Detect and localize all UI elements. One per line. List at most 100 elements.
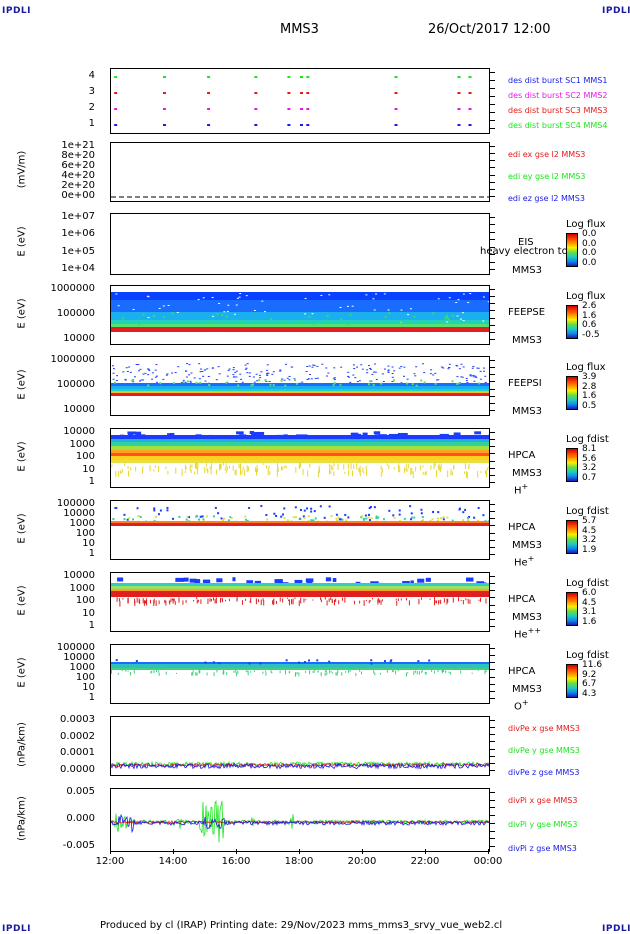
feepsi-speck bbox=[228, 368, 231, 370]
hpca-hepp-speck bbox=[254, 580, 262, 585]
feepsi-speck bbox=[113, 381, 116, 384]
hpca_o-ytick-label: 10 bbox=[82, 682, 95, 693]
hpca-o-speck bbox=[442, 669, 444, 674]
hpca-h-speck bbox=[257, 468, 259, 472]
feepse-speck bbox=[420, 319, 423, 322]
feepse-speck bbox=[138, 323, 141, 326]
hpca-h-speck bbox=[298, 462, 300, 470]
hpca-he-speck bbox=[186, 515, 189, 518]
feepsi-speck bbox=[469, 374, 472, 376]
hpca-h-speck bbox=[480, 470, 482, 474]
feepsi-ytick-label: 1000000 bbox=[50, 354, 95, 365]
eis-ytick-label: 1e+05 bbox=[61, 245, 95, 257]
eis-cbar-tick: 0.0 bbox=[582, 257, 597, 268]
hpca-h-band bbox=[111, 442, 489, 446]
hpca-hepp-speck bbox=[127, 597, 129, 604]
feepsi-right-tick bbox=[489, 381, 495, 383]
hpca-he-speck bbox=[260, 505, 263, 508]
hpca-he-speck bbox=[436, 517, 439, 520]
hpca-h-speck bbox=[453, 464, 455, 470]
feepsi-speck bbox=[478, 382, 481, 385]
feepsi-speck bbox=[185, 370, 188, 372]
hpca-he-speck bbox=[392, 514, 395, 517]
hpca-o-speck bbox=[485, 669, 487, 673]
hpca-h-speck bbox=[299, 462, 301, 468]
corner-label-br: IPDLI bbox=[602, 924, 630, 934]
hpca-h-speck bbox=[337, 463, 339, 470]
feepsi-speck bbox=[165, 374, 168, 376]
feepsi-speck bbox=[269, 383, 272, 386]
hpca-h-band bbox=[111, 453, 489, 457]
hpca-h-speck bbox=[412, 471, 414, 478]
hpca_h-right-tick bbox=[489, 446, 495, 448]
hpca-hepp-speck bbox=[330, 597, 332, 601]
feepsi-speck bbox=[226, 375, 229, 377]
hpca-hepp-speck bbox=[213, 597, 215, 601]
divpi-ytick-label: 0.005 bbox=[66, 786, 95, 797]
hpca-he-speck bbox=[431, 518, 434, 521]
hpca-h-speck bbox=[484, 470, 486, 474]
feepsi-speck bbox=[326, 375, 329, 377]
feepsi-speck bbox=[124, 378, 127, 380]
hpca-h-speck bbox=[195, 434, 202, 438]
hpca-hepp-speck bbox=[344, 597, 346, 603]
hpca-hepp-speck bbox=[183, 577, 189, 582]
feepsi-speck bbox=[241, 381, 244, 383]
hpca-hepp-speck bbox=[263, 600, 265, 606]
feepse-speck bbox=[482, 320, 485, 322]
hpca-h-speck bbox=[298, 466, 300, 469]
x-tick-mark bbox=[236, 849, 237, 854]
burst-marker bbox=[287, 108, 291, 110]
feepse-speck bbox=[437, 298, 440, 300]
feepse-speck bbox=[467, 302, 470, 304]
eis-right-tick bbox=[489, 261, 495, 263]
hpca-o-speck bbox=[115, 659, 118, 662]
hpca-o-speck bbox=[198, 670, 200, 674]
hpca-hepp-speck bbox=[458, 597, 460, 602]
feepse-speck bbox=[436, 321, 439, 324]
feepsi-speck bbox=[268, 381, 271, 383]
hpca-hepp-speck bbox=[320, 599, 322, 603]
feepsi-speck bbox=[360, 364, 363, 366]
feepse-speck bbox=[375, 293, 378, 295]
hpca_he-instrument-label: HPCA bbox=[508, 522, 536, 533]
hpca-he-speck bbox=[337, 516, 340, 519]
divpe-ytick-label: 0.0003 bbox=[60, 714, 95, 725]
hpca-hepp-speck bbox=[224, 599, 226, 602]
species-charge: + bbox=[527, 554, 535, 563]
hpca-h-speck bbox=[439, 433, 449, 437]
corner-label-bl: IPDLI bbox=[2, 924, 31, 934]
feepsi-right-tick bbox=[489, 395, 495, 397]
hpca-hepp-speck bbox=[221, 598, 223, 603]
hpca_he-right-tick bbox=[489, 539, 495, 541]
hpca-he-speck bbox=[335, 519, 338, 522]
hpca-he-speck bbox=[223, 517, 226, 520]
feepsi-speck bbox=[422, 363, 425, 365]
hpca-h-speck bbox=[225, 463, 227, 469]
feepse-right-tick bbox=[489, 331, 495, 333]
hpca-he-speck bbox=[360, 516, 363, 519]
hpca-h-band bbox=[111, 439, 489, 443]
feepsi-speck bbox=[301, 381, 304, 383]
feepsi-speck bbox=[471, 367, 474, 369]
feepse-speck bbox=[446, 316, 449, 319]
feepse-speck bbox=[339, 306, 342, 308]
hpca-hepp-speck bbox=[341, 597, 343, 601]
hpca-o-speck bbox=[151, 670, 153, 673]
burst-legend-item: des dist burst SC4 MMS4 bbox=[508, 121, 608, 130]
hpca-h-speck bbox=[466, 471, 468, 479]
hpca-he-speck bbox=[341, 518, 344, 521]
hpca-hepp-speck bbox=[325, 577, 332, 582]
hpca-hepp-band bbox=[111, 591, 489, 597]
hpca-hepp-speck bbox=[216, 578, 223, 583]
hpca-h-speck bbox=[343, 464, 345, 470]
feepsi-speck bbox=[456, 376, 459, 378]
feepsi-speck bbox=[181, 382, 184, 384]
hpca-o-speck bbox=[406, 672, 408, 677]
feepsi-speck bbox=[139, 368, 142, 370]
feepsi-speck bbox=[391, 373, 394, 375]
hpca-hepp-speck bbox=[298, 600, 300, 607]
divpe-plot bbox=[111, 760, 489, 770]
hpca-h-speck bbox=[205, 462, 207, 467]
hpca-he-speck bbox=[306, 507, 309, 510]
